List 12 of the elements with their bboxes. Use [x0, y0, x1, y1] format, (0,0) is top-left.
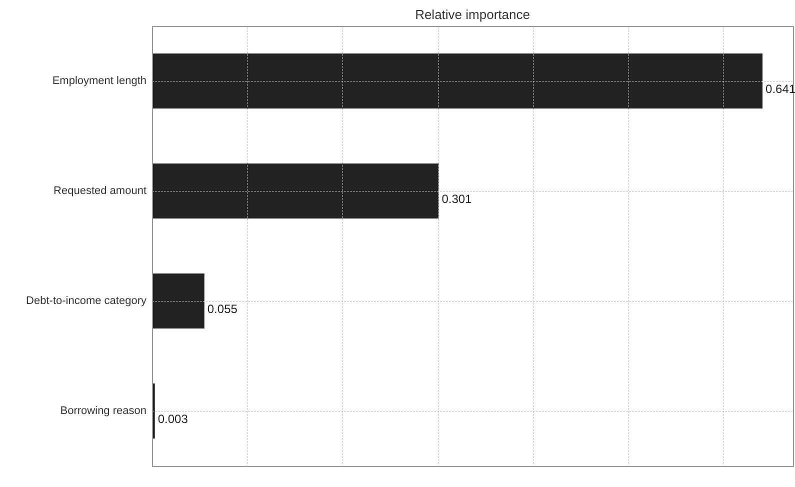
data-label: 0.055 — [207, 302, 238, 316]
bar — [152, 164, 439, 218]
y-tick-label: Requested amount — [54, 185, 146, 197]
bar — [152, 274, 204, 328]
chart-title: Relative importance — [415, 7, 530, 22]
y-tick-label: Employment length — [52, 75, 146, 87]
bar — [152, 54, 763, 108]
y-tick-label: Borrowing reason — [60, 405, 146, 417]
data-label: 0.301 — [442, 192, 472, 206]
y-tick-label: Debt-to-income category — [26, 295, 147, 307]
data-label: 0.003 — [158, 412, 188, 426]
data-label: 0.641 — [766, 82, 795, 96]
